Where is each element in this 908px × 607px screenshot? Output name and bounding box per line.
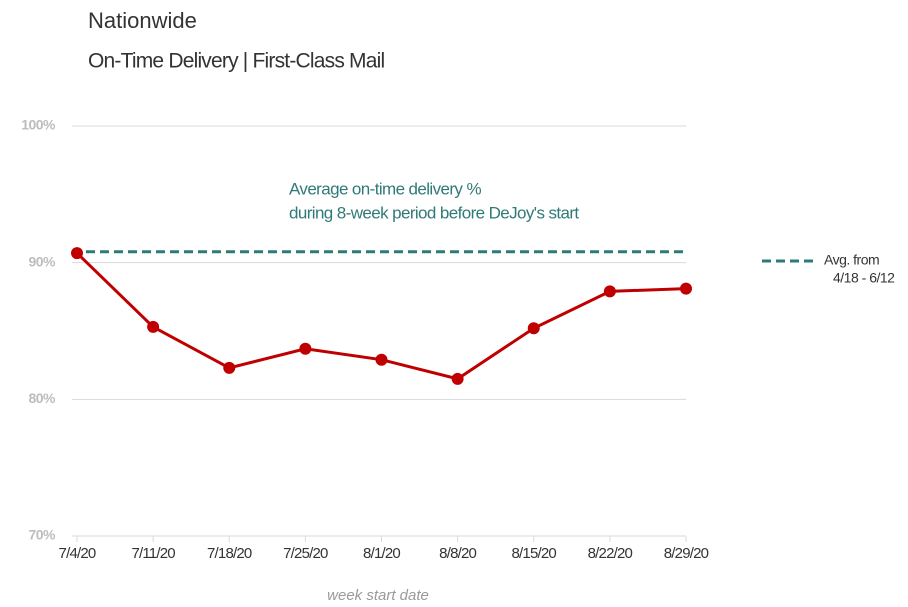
annotation: Average on-time delivery % bbox=[289, 179, 481, 198]
chart-title: Nationwide bbox=[88, 8, 197, 33]
x-tick-label: 8/8/20 bbox=[439, 545, 476, 562]
y-tick-label: 70% bbox=[28, 527, 56, 543]
chart-subtitle: On-Time Delivery | First-Class Mail bbox=[88, 50, 384, 73]
data-point bbox=[375, 353, 388, 366]
data-point bbox=[451, 372, 464, 385]
x-tick-label: 8/22/20 bbox=[588, 545, 633, 562]
x-tick-label: 7/18/20 bbox=[207, 545, 252, 562]
y-tick-label: 100% bbox=[21, 117, 56, 133]
x-tick-label: 7/25/20 bbox=[283, 545, 328, 562]
legend-label: Avg. from bbox=[824, 252, 879, 268]
data-point bbox=[527, 322, 540, 335]
x-tick-label: 7/11/20 bbox=[131, 545, 175, 562]
x-tick-label: 8/29/20 bbox=[664, 545, 709, 562]
y-tick-label: 90% bbox=[28, 253, 56, 269]
data-point bbox=[603, 285, 616, 298]
x-tick-label: 8/1/20 bbox=[363, 545, 400, 562]
data-point bbox=[223, 361, 236, 374]
data-point bbox=[680, 282, 692, 295]
x-axis-label: week start date bbox=[327, 587, 429, 604]
annotation: during 8-week period before DeJoy's star… bbox=[289, 203, 579, 222]
x-tick-label: 8/15/20 bbox=[512, 545, 557, 562]
data-point bbox=[299, 342, 312, 355]
y-tick-label: 80% bbox=[28, 390, 56, 406]
data-point bbox=[71, 247, 83, 260]
x-tick-label: 7/4/20 bbox=[59, 545, 96, 562]
legend-label: 4/18 - 6/12 bbox=[833, 270, 895, 286]
data-point bbox=[147, 320, 160, 333]
